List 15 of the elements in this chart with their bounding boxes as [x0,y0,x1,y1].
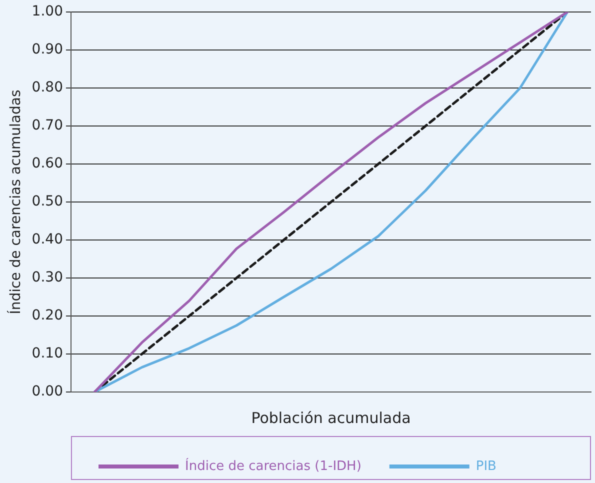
y-axis-title: Índice de carencias acumuladas [7,90,24,314]
text: Índice de carencias (1-IDH) [185,456,362,474]
text: PIB [476,458,496,474]
y-tick-label: 0.30 [32,270,63,286]
y-tick-label: 0.00 [32,384,63,400]
y-tick-label: 0.60 [32,156,63,172]
x-axis-title: Población acumulada [251,408,411,427]
y-tick-label: 1.00 [32,4,63,20]
y-tick-label: 0.80 [32,80,63,96]
y-tick-label: 0.40 [32,232,63,248]
y-tick-label: 0.20 [32,308,63,324]
y-tick-label: 0.70 [32,118,63,134]
y-tick-label: 0.50 [32,194,63,210]
y-tick-label: 0.10 [32,346,63,362]
y-tick-label: 0.90 [32,42,63,58]
